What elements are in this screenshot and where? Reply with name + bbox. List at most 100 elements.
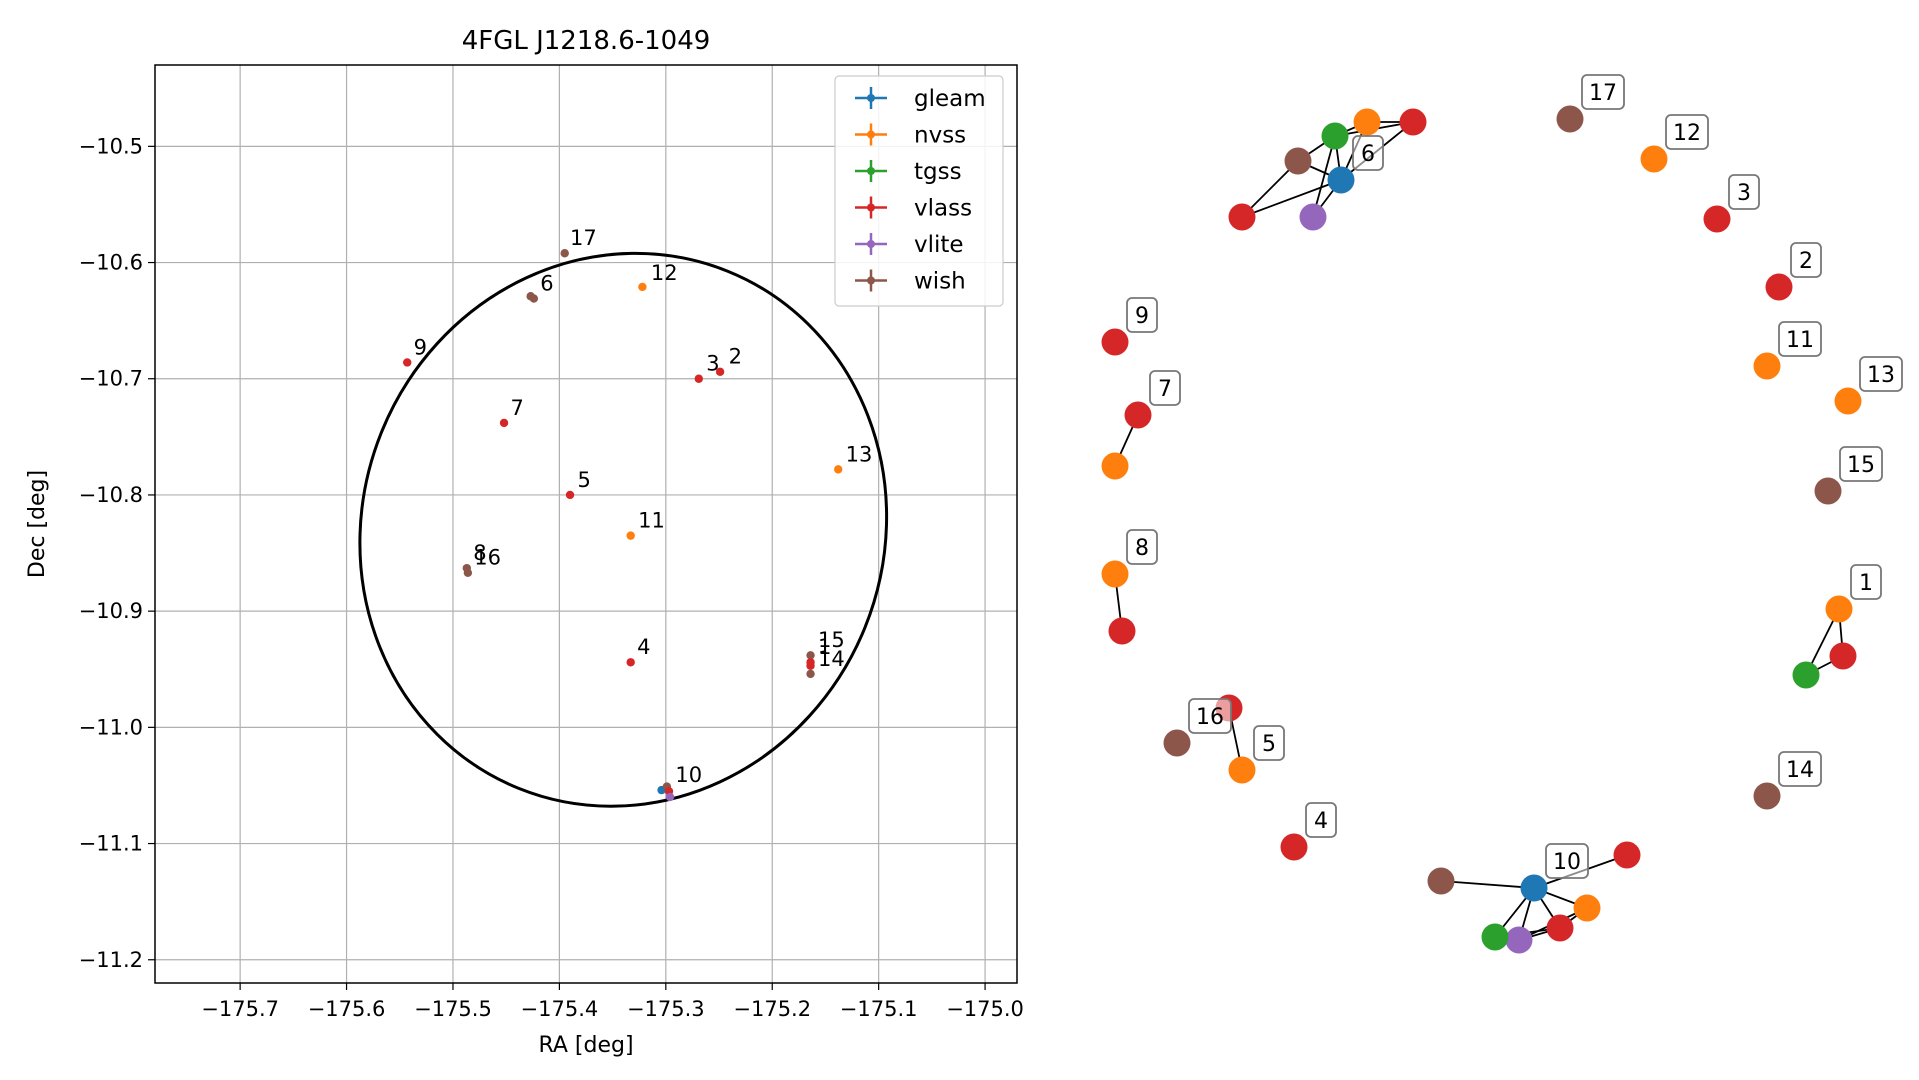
y-axis-label: Dec [deg] [25,470,50,578]
legend-label: tgss [914,159,962,185]
x-tick-label: −175.5 [414,997,492,1021]
data-point-vlite [665,792,675,802]
graph-label-4: 4 [1305,802,1337,838]
legend-marker-dot [867,167,875,175]
y-tick-label: −10.9 [79,599,143,623]
graph-edge [1312,135,1336,218]
legend-marker-dot [867,94,875,102]
point-label: 13 [846,442,873,466]
graph-label-text: 11 [1786,328,1814,353]
point-label: 1 [818,635,831,659]
graph-node-vlass [1280,833,1308,861]
graph-node-nvss [1101,560,1129,588]
legend-marker-dot [867,203,875,212]
data-point-vlass [694,374,704,383]
graph-label-14: 14 [1778,751,1822,787]
point-label: 2 [729,345,742,369]
x-axis-label: RA [deg] [538,1033,633,1058]
legend-item-wish: wish [855,269,966,295]
graph-node-nvss [1834,387,1862,415]
graph-label-text: 10 [1553,850,1581,875]
graph-label-box [1778,321,1822,357]
graph-label-text: 4 [1314,809,1328,834]
y-tick-label: −11.1 [79,832,143,856]
graph-node-nvss [1101,452,1129,480]
point-label: 4 [637,635,650,659]
data-point-nvss [638,282,647,292]
data-point-wish [806,651,815,660]
graph-label-13: 13 [1859,356,1903,392]
legend-label: vlass [914,196,972,222]
points-layer [403,249,843,802]
legend-label: vlite [914,232,964,258]
graph-label-box [1126,529,1158,565]
graph-label-text: 5 [1262,732,1276,757]
x-tick-label: −175.3 [627,997,705,1021]
x-tick-label: −175.2 [733,997,811,1021]
graph-node-vlass [1829,642,1857,670]
point-label: 8 [473,541,486,565]
graph-node-vlass [1703,205,1731,233]
graph-label-box [1253,725,1285,761]
graph-node-tgss [1792,661,1820,689]
data-point-vlass [626,658,635,667]
graph-node-vlass [1101,328,1129,356]
ticks: −175.7 −175.6 −175.5 −175.4 −175.3 −175.2 −175… [79,134,1024,1021]
grid [155,65,1017,983]
x-tick-label: −175.6 [308,997,386,1021]
graph-label-text: 8 [1135,536,1149,561]
graph-label-5: 5 [1253,725,1285,761]
data-point-wish [806,669,815,679]
graph-node-nvss [1753,352,1781,380]
graph-label-box [1778,751,1822,787]
data-point-vlass [806,661,815,670]
ellipse-layer [358,251,889,808]
graph-node-nvss [1573,894,1601,922]
legend-item-tgss: tgss [855,159,962,185]
graph-label-text: 15 [1847,453,1875,478]
x-tick-label: −175.7 [201,997,279,1021]
graph-node-wish [1556,105,1584,133]
graph-node-gleam [1327,166,1355,194]
graph-label-8: 8 [1126,529,1158,565]
y-tick-label: −10.5 [79,134,143,158]
graph-label-text: 13 [1867,363,1895,388]
graph-label-text: 6 [1361,142,1375,167]
graph-label-3: 3 [1728,174,1760,210]
legend-item-vlite: vlite [855,232,964,258]
point-label: 11 [638,508,665,532]
graph-label-10: 10 [1545,843,1589,879]
graph-node-vlass [1399,108,1427,136]
point-label: 10 [675,763,702,787]
legend: gleam nvss tgss vlass vlite wish [834,75,1004,307]
graph-edge [1241,179,1342,218]
graph-node-vlass [1228,203,1256,231]
x-tick-label: −175.4 [521,997,599,1021]
graph-edge [1440,880,1535,889]
graph-label-text: 2 [1799,249,1813,274]
graph-node-vlite [1505,926,1533,954]
graph-label-16: 16 [1188,698,1232,734]
data-point-nvss [626,531,635,540]
graph-label-box [1581,74,1625,110]
error-ellipse [358,251,889,808]
legend-item-nvss: nvss [855,123,966,149]
legend-label: nvss [914,123,966,149]
graph-label-12: 12 [1665,114,1709,150]
graph-label-box [1859,356,1903,392]
legend-marker-dot [867,240,875,248]
y-tick-label: −10.8 [79,483,143,507]
graph-label-box [1545,843,1589,879]
data-point-vlass [715,367,725,376]
graph-node-vlass [1765,273,1793,301]
graph-label-box [1790,242,1822,278]
point-label: 5 [577,468,590,492]
graph-label-15: 15 [1839,446,1883,482]
graph-node-nvss [1640,145,1668,173]
point-label: 14 [818,647,845,671]
graph-label-11: 11 [1778,321,1822,357]
